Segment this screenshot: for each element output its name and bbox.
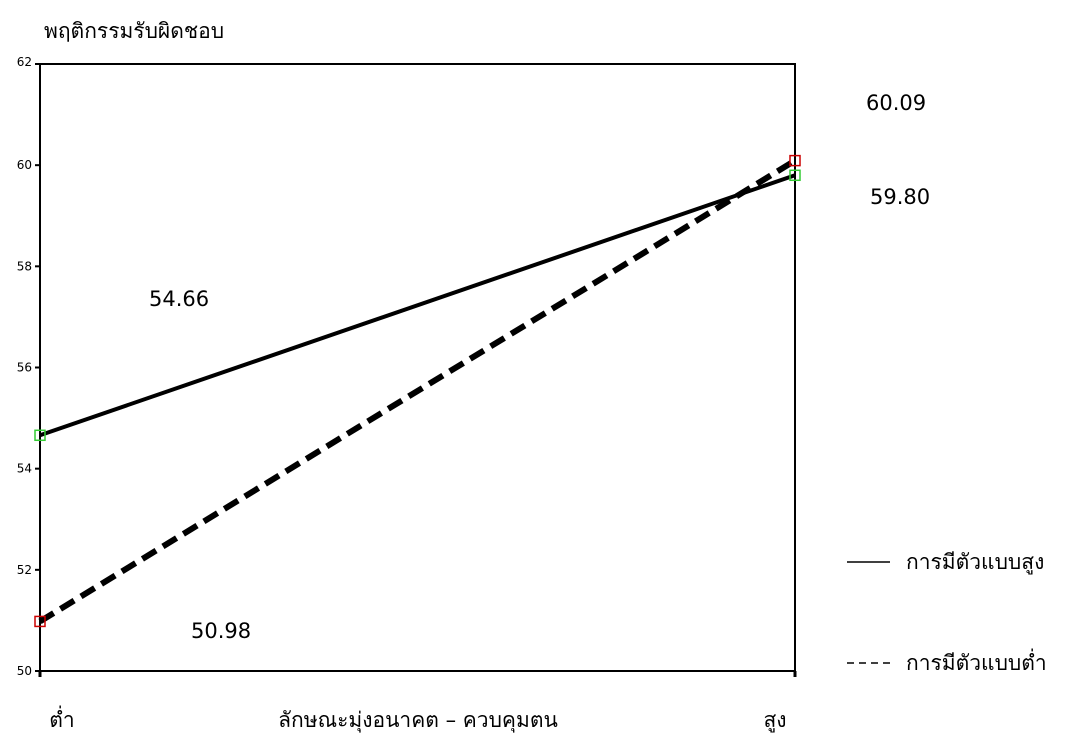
data-point-marker [34,429,46,442]
y-tick-label: 62 [17,55,32,69]
legend-label: การมีตัวแบบต่ำ [906,648,1047,675]
data-point-marker [789,154,801,167]
data-label: 54.66 [149,287,209,311]
plot-frame [39,63,796,672]
data-point-marker [789,169,801,182]
series-layer [34,154,801,628]
y-axis-ticks: 50 52 54 56 58 60 62 [17,55,40,678]
y-tick-label: 52 [17,563,32,577]
value-labels: 54.66 59.80 50.98 60.09 [149,91,930,643]
y-tick-label: 58 [17,259,32,273]
y-axis-title: พฤติกรรมรับผิดชอบ [44,19,224,43]
series-line-high-model [39,173,796,438]
x-tick-label: ต่ำ [49,705,74,732]
y-tick-label: 50 [17,664,32,678]
data-label: 50.98 [191,619,251,643]
y-tick-label: 60 [17,158,32,172]
data-label: 59.80 [870,185,930,209]
y-tick-label: 56 [17,361,32,375]
x-axis-ticks: ต่ำ สูง [38,671,797,733]
data-point-marker [34,615,46,628]
y-tick-label: 54 [17,462,32,476]
x-tick-label: สูง [763,708,786,733]
series-line-low-model [38,158,797,624]
data-label: 60.09 [866,91,926,115]
legend-label: การมีตัวแบบสูง [906,550,1044,575]
x-axis-title: ลักษณะมุ่งอนาคต – ควบคุมตน [278,708,558,733]
